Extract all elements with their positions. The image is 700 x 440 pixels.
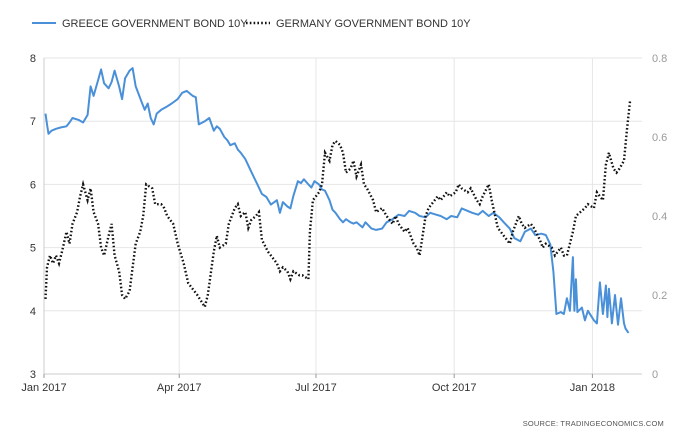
germany-series-line: [44, 101, 632, 310]
right-tick-label: 0.8: [652, 53, 667, 65]
right-axis-ticks: 0 0.2 0.4 0.6 0.8: [652, 53, 667, 381]
legend-label-greece: GREECE GOVERNMENT BOND 10Y: [62, 18, 248, 30]
legend: GREECE GOVERNMENT BOND 10Y GERMANY GOVER…: [32, 18, 471, 30]
legend-label-germany: GERMANY GOVERNMENT BOND 10Y: [276, 18, 471, 30]
left-tick-label: 8: [30, 53, 36, 65]
series-layer: [44, 67, 632, 334]
x-tick-label: Apr 2017: [157, 382, 202, 394]
plot-area: [43, 58, 642, 375]
x-tick-label: Jan 2017: [21, 382, 66, 394]
right-tick-label: 0.2: [652, 290, 667, 302]
left-tick-label: 3: [30, 369, 36, 381]
source-credit: SOURCE: TRADINGECONOMICS.COM: [523, 419, 664, 428]
x-tick-label: Jul 2017: [295, 382, 337, 394]
left-tick-label: 4: [30, 306, 36, 318]
grid-lines: [44, 57, 642, 374]
x-axis-ticks: Jan 2017 Apr 2017 Jul 2017 Oct 2017 Jan 2018: [21, 374, 615, 394]
right-tick-label: 0.4: [652, 211, 667, 223]
left-tick-label: 5: [30, 243, 36, 255]
left-tick-label: 6: [30, 179, 36, 191]
left-axis-ticks: 3 4 5 6 7 8: [30, 53, 36, 381]
x-tick-label: Jan 2018: [570, 382, 615, 394]
greece-series-line: [44, 67, 630, 334]
right-tick-label: 0.6: [652, 132, 667, 144]
left-tick-label: 7: [30, 116, 36, 128]
right-tick-label: 0: [652, 369, 658, 381]
x-tick-label: Oct 2017: [432, 382, 477, 394]
